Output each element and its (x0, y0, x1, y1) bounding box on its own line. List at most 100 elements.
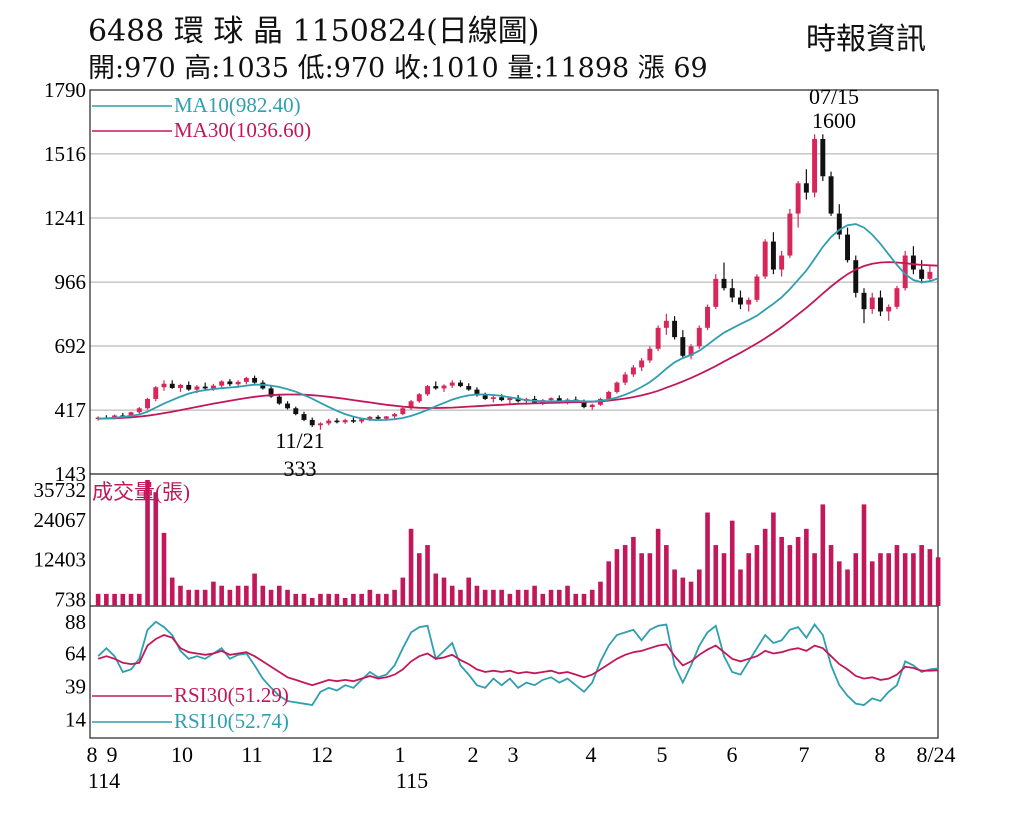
price-y-tick-label: 417 (55, 398, 87, 422)
low-date-annotation: 11/21 (275, 428, 324, 453)
volume-bar (878, 553, 883, 606)
candle-body (507, 397, 513, 401)
volume-bar (548, 589, 554, 606)
candle-body (499, 397, 505, 401)
volume-bar (178, 585, 183, 606)
volume-bar (721, 553, 727, 606)
candle-body (408, 401, 414, 409)
volume-bar (861, 504, 867, 606)
price-y-tick-label: 143 (55, 462, 87, 486)
candle-body (910, 255, 916, 270)
volume-bar (104, 593, 109, 606)
volume-bar (458, 589, 463, 606)
volume-bar (762, 528, 768, 606)
volume-bar (919, 545, 924, 606)
volume-bar (441, 577, 447, 606)
x-tick-label: 6 (727, 742, 738, 767)
volume-bar (186, 589, 192, 606)
volume-y-tick-label: 12403 (34, 548, 87, 572)
volume-bar (276, 585, 282, 606)
volume-bar (853, 553, 859, 606)
volume-bar (672, 569, 677, 606)
volume-bar (95, 593, 101, 606)
candle-body (112, 415, 118, 419)
candle-body (845, 234, 850, 261)
low-value-annotation: 333 (284, 456, 317, 481)
volume-bar (367, 589, 373, 606)
volume-bar (392, 589, 397, 606)
x-tick-label: 1 (395, 742, 406, 767)
volume-bar (647, 553, 653, 606)
volume-bar (869, 561, 875, 606)
x-tick-label: 3 (508, 742, 519, 767)
volume-bar (804, 528, 809, 606)
candle-body (301, 414, 307, 420)
candle-body (161, 383, 167, 388)
volume-bar (120, 593, 126, 606)
volume-bar (622, 545, 628, 606)
volume-bar (211, 581, 216, 606)
candle-body (721, 278, 727, 289)
volume-bar (301, 593, 307, 606)
candle-body (647, 348, 653, 361)
volume-bar (318, 593, 323, 606)
ma30-line (98, 261, 939, 420)
price-y-tick-label: 1241 (44, 206, 86, 230)
volume-bar (507, 593, 513, 606)
candle-body (285, 403, 290, 409)
candle-body (235, 381, 241, 385)
candle-body (318, 423, 323, 426)
candle-body (276, 396, 282, 404)
volume-bar (375, 593, 381, 606)
candle-body (441, 385, 447, 389)
candle-body (581, 401, 587, 408)
candle-body (639, 360, 645, 368)
candle-body (680, 337, 686, 356)
volume-bar (581, 593, 587, 606)
candle-body (342, 420, 348, 423)
volume-bar (680, 577, 686, 606)
ma10-legend-label: MA10(982.40) (174, 93, 301, 117)
rsi-y-tick-label: 64 (65, 642, 87, 666)
candle-body (927, 271, 933, 279)
volume-bar (235, 585, 241, 606)
candle-body (202, 386, 208, 389)
volume-bar (845, 569, 850, 606)
rsi-y-tick-label: 88 (65, 610, 86, 634)
volume-bar (836, 561, 842, 606)
volume-bar (886, 553, 892, 606)
volume-bar (260, 585, 266, 606)
volume-bar (408, 528, 414, 606)
volume-bar (161, 532, 167, 606)
volume-bar (351, 593, 356, 606)
candle-body (227, 381, 233, 385)
peak-date-annotation: 07/15 (809, 84, 859, 109)
volume-bar (326, 593, 332, 606)
volume-title: 成交量(張) (92, 480, 190, 504)
grid-lines (90, 153, 938, 411)
candle-body (754, 276, 760, 300)
volume-y-tick-label: 738 (55, 587, 87, 611)
volume-y-tick-label: 24067 (34, 508, 87, 532)
volume-bar (927, 549, 933, 606)
volume-bar (202, 589, 208, 606)
volume-bar (219, 585, 224, 606)
peak-value-annotation: 1600 (812, 108, 856, 133)
price-summary: 開:970 高:1035 低:970 收:1010 量:11898 漲 69 (88, 53, 708, 84)
candle-body (614, 382, 620, 392)
x-tick-label: 9 (107, 742, 118, 767)
candle-body (433, 386, 439, 389)
candle-body (894, 288, 900, 307)
candle-body (672, 320, 678, 338)
candle-body (861, 292, 867, 310)
candle-body (878, 297, 883, 312)
price-y-tick-label: 966 (55, 270, 87, 294)
candle-body (746, 299, 752, 305)
candle-body (383, 416, 389, 419)
volume-bar (705, 512, 710, 606)
candle-body (795, 183, 801, 214)
candle-body (169, 383, 175, 388)
volume-bar (466, 577, 472, 606)
volume-bar (293, 593, 299, 606)
candle-body (326, 420, 332, 424)
